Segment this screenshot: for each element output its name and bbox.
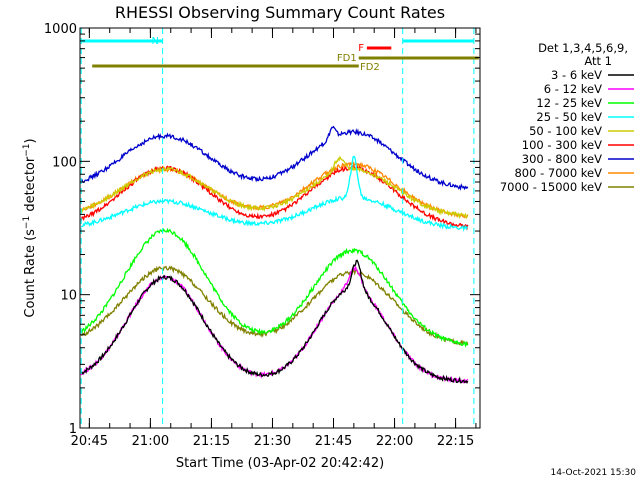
plot-series-group <box>80 125 469 385</box>
footer-date: 14-Oct-2021 15:30 <box>551 468 637 478</box>
legend-header-line-1: Det 1,3,4,5,6,9, <box>538 41 628 55</box>
annotation-n: N <box>152 36 159 47</box>
series-line-1 <box>80 264 469 384</box>
series-line-6 <box>80 125 469 191</box>
annotation-f: F <box>358 43 364 54</box>
legend-label-3: 25 - 50 keV <box>536 110 602 124</box>
x-tick-label-0: 20:45 <box>71 434 108 449</box>
y-axis-label: Count Rate (s−1 detector−1) <box>22 138 38 317</box>
chart-title: RHESSI Observing Summary Count Rates <box>115 3 445 22</box>
plot-frame <box>79 27 481 429</box>
y-axis-label-part-2: detector <box>23 156 38 216</box>
x-tick-label-4: 21:45 <box>315 434 352 449</box>
y-axis-label-exp-1: −1 <box>22 216 32 229</box>
legend-label-5: 100 - 300 keV <box>522 138 602 152</box>
legend-label-0: 3 - 6 keV <box>551 68 602 82</box>
series-line-8 <box>81 265 469 346</box>
y-axis-label-part-1: Count Rate (s <box>23 229 38 318</box>
x-axis-label: Start Time (03-Apr-02 20:42:42) <box>176 456 384 471</box>
y-axis-label-part-3: ) <box>23 138 38 143</box>
annotation-fd2: FD2 <box>360 62 380 73</box>
annotation-fd1: FD1 <box>337 53 357 64</box>
y-tick-label-0: 1 <box>69 422 77 437</box>
axes-group: 1 10 100 1000 20:45 21:00 21:15 21:30 21:45 22:00… <box>44 22 480 449</box>
y-axis-label-exp-2: −1 <box>22 143 32 156</box>
series-line-3 <box>80 155 468 232</box>
series-line-2 <box>80 227 469 348</box>
x-tick-label-5: 22:00 <box>376 434 413 449</box>
x-tick-label-2: 21:15 <box>193 434 230 449</box>
series-line-7 <box>80 160 469 219</box>
series-line-4 <box>80 155 469 220</box>
y-tick-label-1: 10 <box>60 289 77 304</box>
y-tick-label-2: 100 <box>52 155 77 170</box>
x-tick-label-6: 22:15 <box>437 434 474 449</box>
series-line-5 <box>80 165 469 231</box>
legend-label-4: 50 - 100 keV <box>529 124 602 138</box>
y-tick-label-3: 1000 <box>44 22 77 37</box>
legend-label-8: 7000 - 15000 keV <box>500 180 602 194</box>
legend-label-1: 6 - 12 keV <box>544 82 602 96</box>
legend-label-7: 800 - 7000 keV <box>514 166 602 180</box>
legend-header-line-2: Att 1 <box>584 54 612 68</box>
x-tick-label-3: 21:30 <box>254 434 291 449</box>
series-line-0 <box>80 259 469 385</box>
legend-label-2: 12 - 25 keV <box>536 96 602 110</box>
legend-label-6: 300 - 800 keV <box>522 152 602 166</box>
x-tick-label-1: 21:00 <box>132 434 169 449</box>
